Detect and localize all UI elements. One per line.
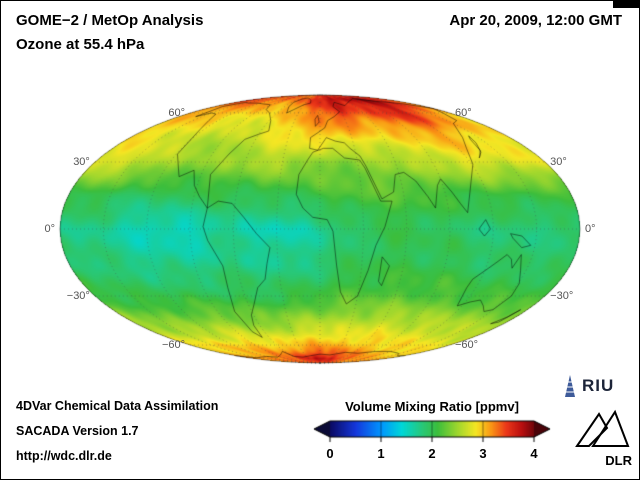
colorbar bbox=[312, 417, 552, 443]
dlr-logo-label: DLR bbox=[605, 453, 632, 468]
latitude-label: 0° bbox=[44, 223, 55, 235]
wing-arrow-icon bbox=[575, 409, 630, 447]
dlr-logo: DLR bbox=[572, 408, 632, 468]
latitude-label: 30° bbox=[550, 156, 567, 168]
colorbar-tick-label: 0 bbox=[326, 446, 334, 461]
colorbar-tick-label: 4 bbox=[530, 446, 538, 461]
latitude-label: 60° bbox=[168, 106, 185, 119]
riu-logo: RIU bbox=[562, 374, 614, 398]
cathedral-spire-icon bbox=[565, 375, 575, 397]
corner-mark bbox=[613, 0, 640, 8]
figure-subtitle: Ozone at 55.4 hPa bbox=[16, 36, 145, 53]
colorbar-tick-labels: 0 1 2 3 4 bbox=[312, 446, 552, 462]
timestamp: Apr 20, 2009, 12:00 GMT bbox=[449, 12, 622, 29]
world-map: 60° 60° 30° 30° 0° 0° −30° −30° −60° −60° bbox=[44, 90, 596, 370]
footer-method: 4DVar Chemical Data Assimilation bbox=[16, 399, 219, 413]
footer-version: SACADA Version 1.7 bbox=[16, 424, 139, 438]
footer-url: http://wdc.dlr.de bbox=[16, 449, 112, 463]
colorbar-title: Volume Mixing Ratio [ppmv] bbox=[345, 399, 519, 414]
latitude-label: 30° bbox=[73, 156, 90, 168]
latitude-label: 60° bbox=[455, 106, 472, 119]
colorbar-tick-label: 2 bbox=[428, 446, 436, 461]
latitude-label: 0° bbox=[585, 223, 596, 235]
latitude-label: −60° bbox=[455, 339, 479, 352]
latitude-label: −30° bbox=[550, 290, 574, 302]
latitude-label: −60° bbox=[161, 339, 185, 352]
figure-title: GOME−2 / MetOp Analysis bbox=[16, 12, 204, 29]
ozone-heatmap-canvas bbox=[55, 90, 585, 370]
colorbar-tick-label: 1 bbox=[377, 446, 385, 461]
colorbar-tick-label: 3 bbox=[479, 446, 487, 461]
riu-logo-label: RIU bbox=[582, 376, 615, 395]
latitude-label: −30° bbox=[66, 290, 90, 302]
